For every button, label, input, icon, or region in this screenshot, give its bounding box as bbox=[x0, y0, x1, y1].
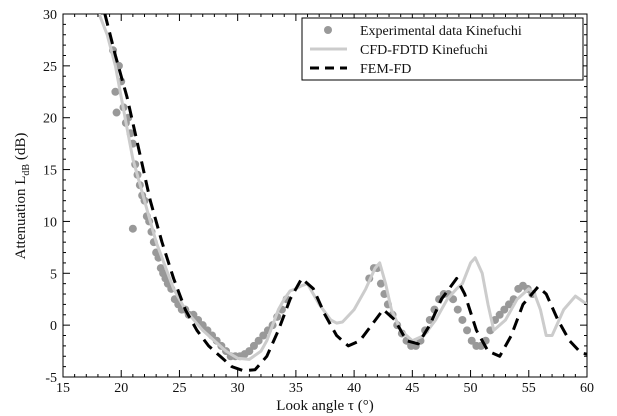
data-point-experimental bbox=[458, 315, 467, 324]
data-point-experimental bbox=[495, 310, 504, 319]
axis-ticks: 15 20 25 30 35 40 45 50 55 60 -5 0 5 10 15 20 25 30 bbox=[43, 8, 594, 396]
y-axis-label-main: Attenuation L bbox=[13, 176, 29, 260]
y-axis-label-unit: (dB) bbox=[13, 133, 29, 164]
legend-label-fem: FEM-FD bbox=[360, 62, 411, 77]
legend: Experimental data Kinefuchi CFD-FDTD Kin… bbox=[301, 17, 584, 81]
x-tick-label: 50 bbox=[464, 381, 478, 396]
y-tick-label: 5 bbox=[50, 267, 57, 282]
data-point-experimental bbox=[463, 326, 472, 335]
series-line-cfd-fdtd bbox=[97, 14, 587, 361]
data-point-experimental bbox=[111, 87, 120, 96]
legend-box bbox=[301, 17, 584, 81]
y-tick-label: 20 bbox=[43, 112, 57, 127]
data-point-experimental bbox=[449, 295, 458, 304]
data-point-experimental bbox=[128, 224, 137, 233]
y-tick-label: 15 bbox=[43, 164, 57, 179]
data-point-experimental bbox=[504, 300, 513, 309]
x-tick-label: 40 bbox=[347, 381, 361, 396]
y-tick-label: 25 bbox=[43, 60, 57, 75]
x-tick-label: 30 bbox=[231, 381, 245, 396]
series-layer bbox=[97, 14, 587, 373]
data-point-experimental bbox=[500, 305, 509, 314]
y-tick-label: 10 bbox=[43, 215, 57, 230]
x-tick-label: 60 bbox=[580, 381, 594, 396]
data-point-experimental bbox=[376, 279, 385, 288]
data-point-experimental bbox=[249, 341, 258, 350]
y-axis-label: Attenuation LdB (dB) bbox=[13, 133, 32, 260]
legend-label-cfd: CFD-FDTD Kinefuchi bbox=[360, 43, 488, 58]
series-group bbox=[97, 14, 587, 373]
y-tick-label: 30 bbox=[43, 8, 57, 23]
x-tick-label: 35 bbox=[289, 381, 303, 396]
data-point-experimental bbox=[112, 108, 121, 117]
x-tick-label: 55 bbox=[522, 381, 536, 396]
x-tick-label: 20 bbox=[114, 381, 128, 396]
x-tick-label: 45 bbox=[405, 381, 419, 396]
data-point-experimental bbox=[453, 305, 462, 314]
data-point-experimental bbox=[245, 347, 254, 356]
data-point-experimental bbox=[467, 336, 476, 345]
x-tick-label: 15 bbox=[56, 381, 70, 396]
series-line-fem-fd bbox=[103, 14, 587, 373]
x-axis-label: Look angle τ (°) bbox=[276, 398, 373, 414]
legend-marker-experimental bbox=[324, 26, 332, 34]
y-axis-label-sub: dB bbox=[21, 164, 32, 176]
y-tick-label: -5 bbox=[45, 371, 57, 386]
x-tick-label: 25 bbox=[172, 381, 186, 396]
legend-label-experimental: Experimental data Kinefuchi bbox=[360, 24, 522, 39]
data-point-experimental bbox=[254, 336, 263, 345]
y-tick-label: 0 bbox=[50, 319, 57, 334]
data-point-experimental bbox=[259, 331, 268, 340]
